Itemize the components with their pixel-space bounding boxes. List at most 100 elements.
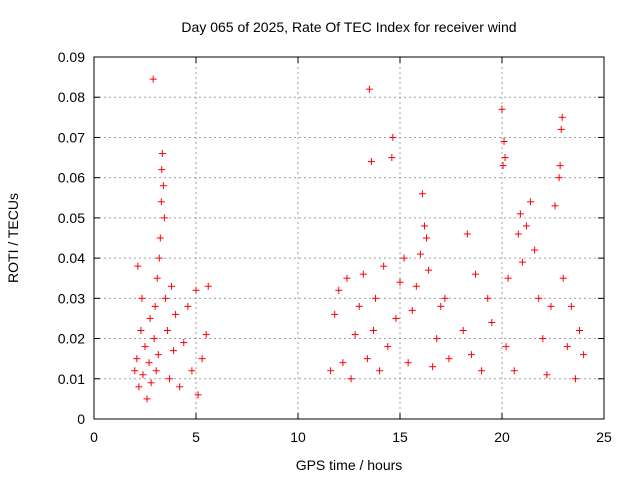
data-point [149, 75, 157, 83]
data-point [412, 282, 420, 290]
data-point [500, 137, 508, 145]
data-point [510, 367, 518, 375]
data-point [420, 222, 428, 230]
data-point [425, 266, 433, 274]
data-point [539, 335, 547, 343]
x-axis-label: GPS time / hours [296, 457, 403, 473]
data-point [518, 258, 526, 266]
data-point [133, 355, 141, 363]
data-point [389, 133, 397, 141]
x-tick-label: 15 [392, 429, 408, 445]
data-point [141, 343, 149, 351]
data-point [499, 162, 507, 170]
data-point [161, 294, 169, 302]
y-tick-label: 0.03 [58, 290, 85, 306]
data-point [445, 355, 453, 363]
y-tick-label: 0 [77, 411, 85, 427]
data-point [331, 310, 339, 318]
data-point [408, 306, 416, 314]
data-point [204, 282, 212, 290]
data-point [567, 302, 575, 310]
y-axis-ticks: 0 0.01 0.02 0.03 0.04 0.05 0.06 0.07 0.08 0.09 [58, 49, 604, 427]
data-point [459, 327, 467, 335]
data-point [441, 294, 449, 302]
grid-lines [94, 57, 604, 419]
data-point [150, 335, 158, 343]
plot-frame [93, 56, 605, 420]
data-point [180, 339, 188, 347]
data-point [551, 202, 559, 210]
y-tick-label: 0.06 [58, 170, 85, 186]
x-axis-ticks: 0 5 10 15 20 25 [90, 57, 612, 445]
data-point [154, 351, 162, 359]
data-point [372, 294, 380, 302]
data-point [188, 367, 196, 375]
y-tick-label: 0.01 [58, 371, 85, 387]
data-point [380, 262, 388, 270]
data-point [384, 343, 392, 351]
data-point [152, 367, 160, 375]
y-tick-label: 0.02 [58, 331, 85, 347]
data-point [388, 154, 396, 162]
data-point [571, 375, 579, 383]
data-point [556, 162, 564, 170]
x-tick-label: 5 [192, 429, 200, 445]
data-point [184, 302, 192, 310]
data-point [172, 310, 180, 318]
data-point [558, 113, 566, 121]
data-point [194, 391, 202, 399]
data-point [146, 314, 154, 322]
data-point [160, 214, 168, 222]
data-point [163, 327, 171, 335]
data-point [327, 367, 335, 375]
data-point [429, 363, 437, 371]
data-point [559, 274, 567, 282]
data-point [147, 379, 155, 387]
data-point [543, 371, 551, 379]
y-tick-label: 0.05 [58, 210, 85, 226]
data-point [176, 383, 184, 391]
data-point [557, 125, 565, 133]
data-point [404, 359, 412, 367]
data-point [134, 262, 142, 270]
data-point [376, 367, 384, 375]
data-point [416, 250, 424, 258]
data-point [165, 375, 173, 383]
data-point [535, 294, 543, 302]
data-point [139, 371, 147, 379]
x-tick-label: 20 [494, 429, 510, 445]
data-point [563, 343, 571, 351]
data-point [153, 274, 161, 282]
data-point [363, 355, 371, 363]
data-point [198, 355, 206, 363]
data-point [580, 351, 588, 359]
data-point [463, 230, 471, 238]
data-point [202, 331, 210, 339]
data-point [158, 166, 166, 174]
data-point [351, 331, 359, 339]
data-point [156, 234, 164, 242]
data-point [531, 246, 539, 254]
data-points [131, 75, 588, 403]
data-point [145, 359, 153, 367]
data-point [335, 286, 343, 294]
data-point [514, 230, 522, 238]
data-point [396, 278, 404, 286]
y-axis-label: ROTI / TECUs [5, 193, 21, 283]
data-point [137, 327, 145, 335]
data-point [516, 210, 524, 218]
data-point [547, 302, 555, 310]
data-point [418, 190, 426, 198]
data-point [159, 182, 167, 190]
data-point [355, 302, 363, 310]
data-point [170, 347, 178, 355]
data-point [478, 367, 486, 375]
y-tick-label: 0.09 [58, 49, 85, 65]
data-point [339, 359, 347, 367]
data-point [501, 154, 509, 162]
chart-title: Day 065 of 2025, Rate Of TEC Index for r… [181, 19, 516, 35]
data-point [498, 105, 506, 113]
data-point [467, 351, 475, 359]
data-point [168, 282, 176, 290]
